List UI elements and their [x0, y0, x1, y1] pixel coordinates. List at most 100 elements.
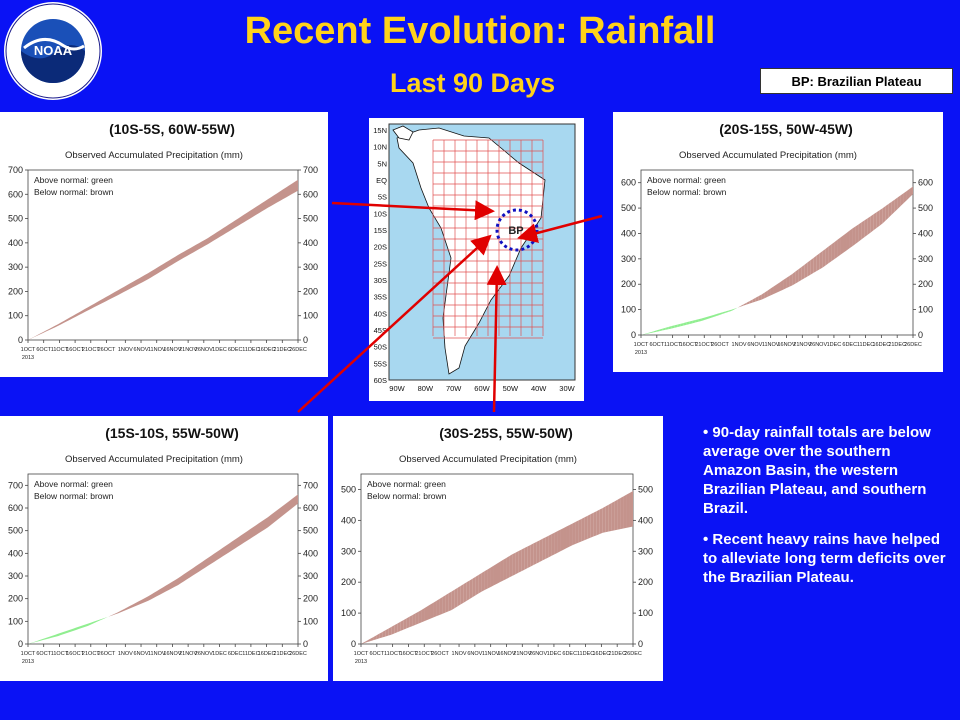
x-tick-label: 21DEC — [273, 651, 291, 657]
below-normal-area — [145, 596, 148, 603]
below-normal-area — [539, 538, 543, 563]
below-normal-area — [391, 625, 395, 635]
x-tick-label: 11DEC — [577, 651, 594, 657]
below-normal-area — [238, 216, 241, 226]
below-normal-area — [388, 627, 392, 636]
below-normal-area — [37, 333, 40, 336]
above-normal-area — [701, 317, 705, 322]
chart-panel-4: (30S-25S, 55W-50W) Observed Accumulated P… — [333, 416, 663, 681]
bullet-item-1: • 90-day rainfall totals are below avera… — [703, 424, 931, 517]
below-normal-area — [512, 552, 516, 576]
below-normal-area — [478, 572, 482, 594]
lat-label: 50S — [374, 343, 387, 352]
x-tick-label: 1NOV — [732, 342, 747, 348]
below-normal-area — [906, 188, 910, 200]
below-normal-area — [229, 222, 232, 232]
x-tick-label: 6NOV — [747, 342, 762, 348]
above-normal-area — [55, 633, 58, 637]
above-normal-area — [650, 331, 654, 334]
x-tick-label: 26NOV — [195, 651, 213, 657]
legend-above: Above normal: green — [367, 479, 446, 489]
below-normal-area — [184, 249, 187, 258]
y-tick-label-left: 600 — [8, 189, 23, 199]
below-normal-area — [214, 551, 217, 562]
below-normal-area — [879, 208, 883, 226]
below-normal-area — [439, 597, 443, 615]
x-tick-label: 21OCT — [415, 651, 433, 657]
above-normal-area — [64, 630, 67, 635]
below-normal-area — [169, 581, 172, 590]
below-normal-area — [783, 278, 787, 290]
below-normal-area — [184, 572, 187, 582]
below-normal-area — [94, 302, 97, 308]
y-tick-label-left: 0 — [18, 335, 23, 345]
below-normal-area — [178, 253, 181, 262]
below-normal-area — [490, 565, 494, 587]
above-normal-area — [683, 322, 687, 326]
lon-label: 50W — [503, 384, 519, 393]
below-normal-area — [379, 632, 383, 639]
below-normal-area — [611, 501, 615, 531]
y-tick-label-right: 200 — [303, 594, 318, 604]
y-tick-label-left: 100 — [8, 616, 23, 626]
y-tick-label-left: 100 — [621, 305, 636, 315]
below-normal-area — [614, 499, 618, 531]
y-tick-label-right: 300 — [303, 262, 318, 272]
below-normal-area — [181, 251, 184, 260]
below-normal-area — [864, 218, 868, 238]
below-normal-area — [199, 241, 202, 250]
below-normal-area — [157, 265, 160, 274]
y-tick-label-right: 500 — [918, 203, 933, 213]
below-normal-area — [566, 525, 570, 549]
y-tick-label-right: 200 — [918, 279, 933, 289]
below-normal-area — [85, 307, 88, 312]
below-normal-area — [626, 492, 630, 528]
below-normal-area — [139, 276, 142, 285]
below-normal-area — [61, 320, 64, 325]
below-normal-area — [469, 578, 473, 599]
chart-panel-1: (10S-5S, 60W-55W) Observed Accumulated Pr… — [0, 112, 328, 377]
lat-label: 25S — [374, 259, 387, 268]
below-normal-area — [430, 602, 434, 619]
below-normal-area — [289, 498, 292, 511]
below-normal-area — [406, 616, 410, 629]
below-normal-area — [295, 494, 298, 506]
y-tick-label-left: 200 — [8, 594, 23, 604]
below-normal-area — [208, 236, 211, 245]
x-tick-label: 1NOV — [452, 651, 467, 657]
arrow-4 — [486, 265, 507, 413]
below-normal-area — [178, 576, 181, 586]
x-tick-label: 26OCT — [711, 342, 729, 348]
below-normal-area — [187, 570, 190, 580]
lat-label: 10N — [373, 143, 387, 152]
below-normal-area — [852, 226, 856, 247]
above-normal-area — [91, 621, 94, 625]
below-normal-area — [157, 589, 160, 597]
x-tick-label: 2013 — [635, 350, 647, 356]
below-normal-area — [415, 611, 419, 625]
below-normal-area — [608, 502, 612, 532]
below-normal-area — [256, 523, 259, 535]
below-normal-area — [424, 606, 428, 622]
above-normal-area — [695, 319, 699, 323]
above-normal-area — [49, 635, 52, 639]
below-normal-area — [804, 262, 808, 279]
below-normal-area — [67, 317, 70, 322]
below-normal-area — [894, 197, 898, 212]
below-normal-area — [858, 222, 862, 242]
x-tick-label: 11NOV — [762, 342, 780, 348]
below-normal-area — [457, 585, 461, 607]
above-normal-area — [731, 308, 735, 311]
x-tick-label: 1OCT — [21, 651, 36, 657]
x-tick-label: 6OCT — [36, 347, 51, 353]
below-normal-area — [590, 512, 594, 538]
below-normal-area — [780, 280, 784, 292]
below-normal-area — [846, 230, 850, 251]
lat-label: 40S — [374, 309, 387, 318]
below-normal-area — [752, 297, 756, 303]
below-normal-area — [777, 282, 781, 293]
below-normal-area — [244, 531, 247, 543]
x-tick-label: 16OCT — [66, 347, 84, 353]
x-tick-label: 16OCT — [66, 651, 84, 657]
x-tick-label: 26NOV — [195, 347, 213, 353]
